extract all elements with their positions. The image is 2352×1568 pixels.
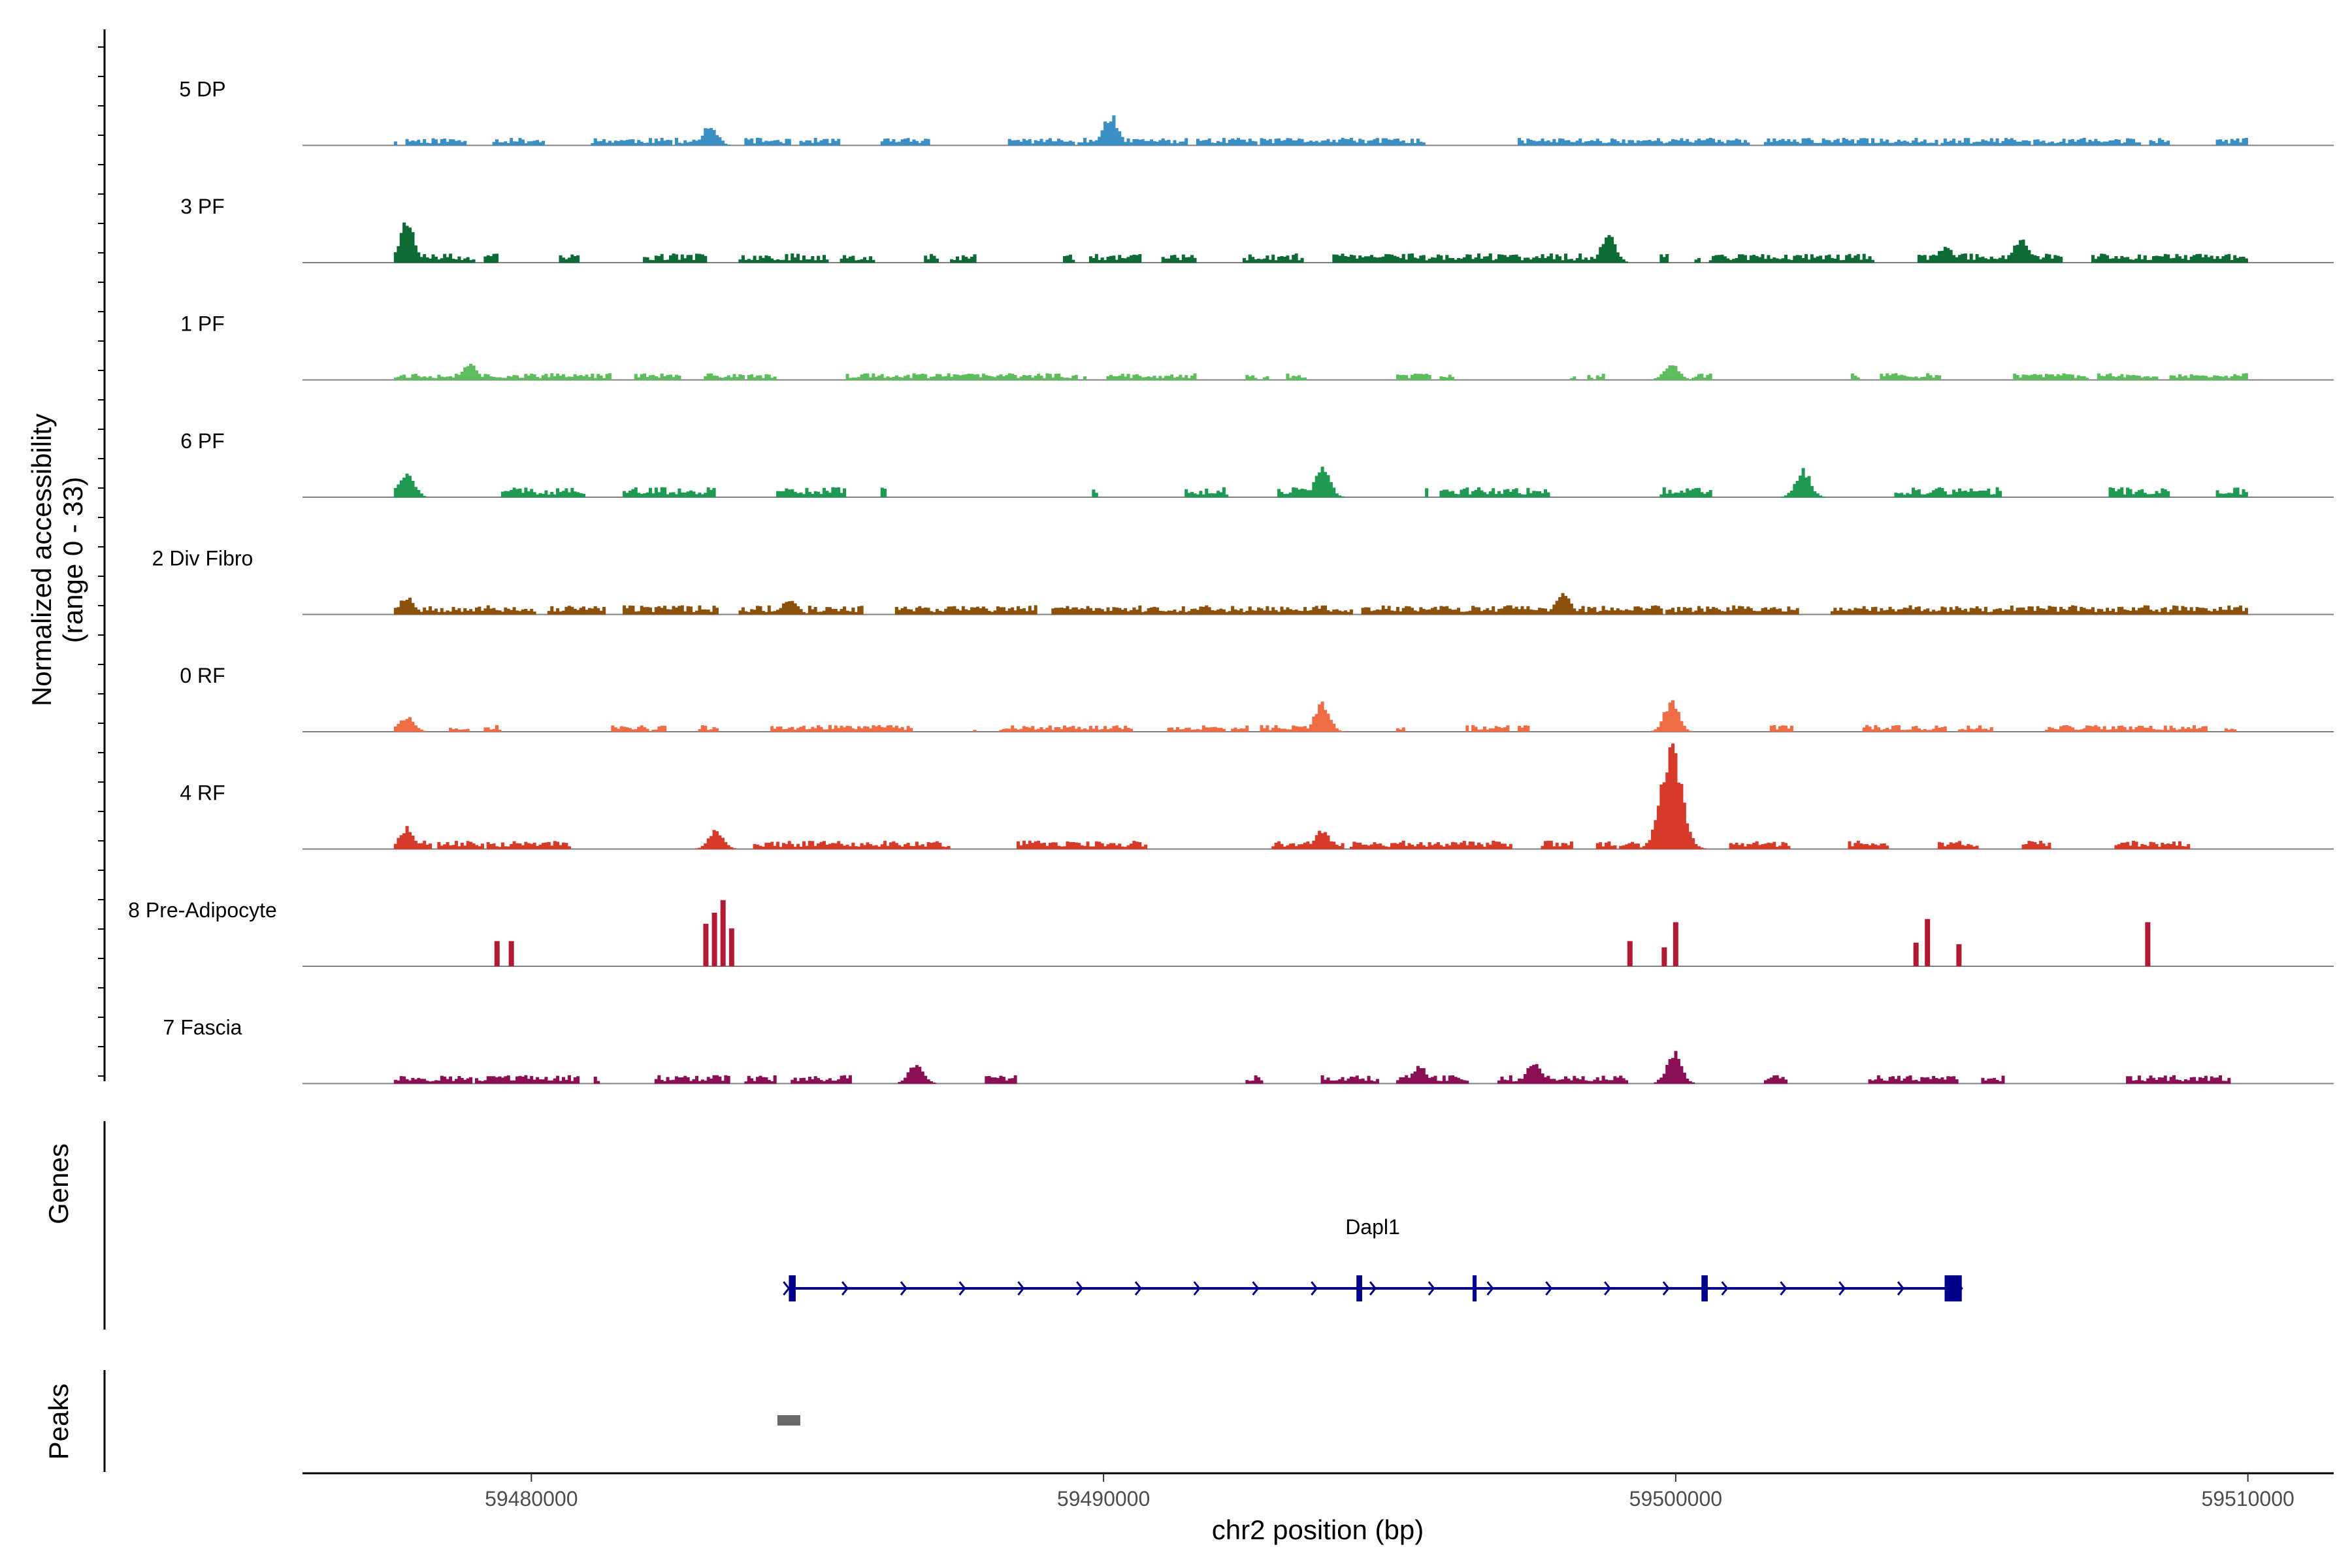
strand-arrow xyxy=(1780,1281,1788,1296)
exon xyxy=(1944,1275,1962,1301)
strand-arrow xyxy=(1076,1281,1084,1296)
signal-area xyxy=(393,363,2248,380)
track-8-pre-adipocyte: 8 Pre-Adipocyte xyxy=(128,898,2334,967)
signal-area xyxy=(393,743,2191,849)
signal-bar xyxy=(1925,919,1931,966)
track-label: 2 Div Fibro xyxy=(152,547,253,570)
y-axis-title-line1: Normalized accessibility xyxy=(26,414,57,706)
exon xyxy=(789,1275,796,1301)
exon xyxy=(1472,1275,1477,1301)
track-0-rf: 0 RF xyxy=(180,664,2334,732)
exon xyxy=(1701,1275,1708,1301)
track-7-fascia: 7 Fascia xyxy=(163,1016,2334,1085)
peak-region xyxy=(777,1415,800,1426)
track-label: 8 Pre-Adipocyte xyxy=(128,898,277,922)
track-4-rf: 4 RF xyxy=(180,743,2334,850)
strand-arrow xyxy=(1662,1281,1670,1296)
x-axis-title: chr2 position (bp) xyxy=(1212,1514,1424,1545)
strand-arrow xyxy=(1603,1281,1612,1296)
strand-arrow xyxy=(1545,1281,1553,1296)
track-label: 3 PF xyxy=(180,195,225,218)
signal-bar xyxy=(1661,947,1667,966)
strand-arrow xyxy=(1838,1281,1846,1296)
gene-label: Dapl1 xyxy=(1345,1215,1400,1239)
strand-arrow xyxy=(958,1281,966,1296)
track-6-pf: 6 PF xyxy=(180,429,2334,498)
x-tick-label: 59500000 xyxy=(1629,1487,1722,1511)
peaks-panel-title: Peaks xyxy=(43,1384,74,1460)
exon xyxy=(1356,1275,1362,1301)
signal-area xyxy=(393,1051,2231,1084)
strand-arrow xyxy=(1369,1281,1377,1296)
signal-bar xyxy=(1673,922,1678,966)
strand-arrow xyxy=(1428,1281,1435,1296)
x-tick-label: 59510000 xyxy=(2201,1487,2294,1511)
signal-bar xyxy=(2145,922,2151,966)
signal-bar xyxy=(728,928,734,966)
strand-arrow xyxy=(1486,1281,1494,1296)
strand-arrow xyxy=(1134,1281,1142,1296)
strand-arrow xyxy=(1193,1281,1201,1296)
strand-arrow xyxy=(1017,1281,1025,1296)
x-axis-ticks: 59480000 59490000 59500000 59510000 xyxy=(485,1473,2295,1511)
strand-arrow xyxy=(1721,1281,1729,1296)
strand-arrow xyxy=(1252,1281,1260,1296)
strand-arrow xyxy=(1311,1281,1318,1296)
x-tick-label: 59480000 xyxy=(485,1487,578,1511)
track-label: 6 PF xyxy=(180,429,225,453)
track-label: 5 DP xyxy=(179,78,225,101)
track-2-div-fibro: 2 Div Fibro xyxy=(152,547,2334,615)
track-label: 4 RF xyxy=(180,781,225,805)
signal-bar xyxy=(508,941,514,966)
track-1-pf: 1 PF xyxy=(180,312,2334,381)
signal-bar xyxy=(711,913,717,966)
strand-arrow xyxy=(900,1281,907,1296)
signal-bar xyxy=(1913,942,1919,966)
strand-arrow xyxy=(841,1281,849,1296)
signal-area xyxy=(393,115,2248,146)
track-3-pf: 3 PF xyxy=(180,195,2334,263)
signal-bar xyxy=(1627,941,1633,966)
coverage-y-axis-ticks xyxy=(98,46,105,1077)
signal-area xyxy=(393,222,2248,263)
signal-area xyxy=(393,593,2248,615)
coverage-tracks: 5 DP 3 PF 1 PF 6 PF 2 Div Fibro 0 RF 4 RF 8 Pre… xyxy=(128,78,2334,1085)
signal-area xyxy=(393,700,2237,732)
signal-bar xyxy=(720,900,726,966)
track-5-dp: 5 DP xyxy=(179,78,2334,146)
track-label: 7 Fascia xyxy=(163,1016,242,1039)
signal-bar xyxy=(494,941,500,966)
signal-bar xyxy=(703,923,709,966)
signal-area xyxy=(393,466,2248,498)
gene-track xyxy=(783,1275,1963,1301)
track-label: 0 RF xyxy=(180,664,225,687)
peak-track xyxy=(777,1415,800,1426)
x-tick-label: 59490000 xyxy=(1057,1487,1150,1511)
signal-bar xyxy=(1956,944,1962,966)
genes-panel-title: Genes xyxy=(43,1143,74,1224)
y-axis-title-line2: (range 0 - 33) xyxy=(57,477,88,643)
track-label: 1 PF xyxy=(180,312,225,336)
strand-arrow xyxy=(783,1281,791,1296)
strand-arrow xyxy=(1897,1281,1904,1296)
